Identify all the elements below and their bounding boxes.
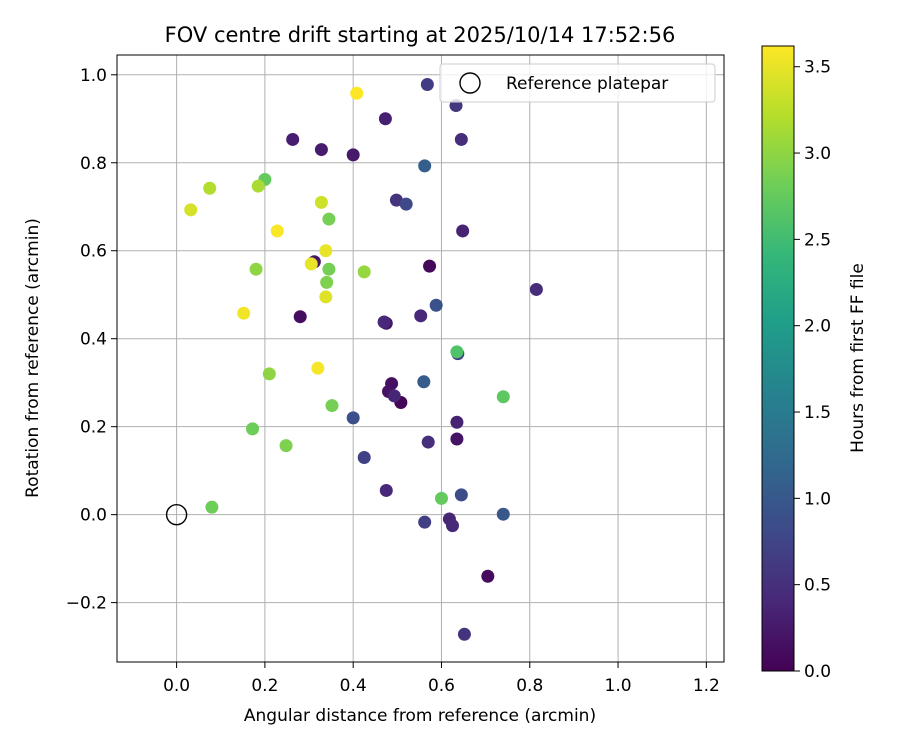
data-point [314,143,328,157]
data-point [379,483,393,497]
x-axis-label: Angular distance from reference (arcmin) [244,706,596,726]
data-point [322,262,336,276]
y-tick-label: 0.8 [80,154,107,174]
data-point [454,132,468,146]
data-point [357,265,371,279]
data-point [262,367,276,381]
data-point [389,193,403,207]
x-tick-label: 0.4 [340,676,367,696]
data-point [418,159,432,173]
y-tick-label: 1.0 [80,66,107,86]
data-point [421,435,435,449]
legend-marker-reference-icon [459,72,481,94]
colorbar-tick-label: 2.0 [804,317,831,337]
data-point [377,315,391,329]
data-point [246,422,260,436]
legend-box [439,63,716,103]
data-point [446,519,460,533]
data-point [319,244,333,258]
y-tick-label: 0.6 [80,242,107,262]
y-tick-label: −0.2 [66,594,107,614]
data-point [529,282,543,296]
data-point [322,212,336,226]
data-point [399,197,413,211]
data-point [205,500,219,514]
data-point [346,148,360,162]
colorbar: 0.0 0.5 1.0 1.5 2.0 2.5 3.0 3.5 Hours from firs… [761,45,868,682]
data-point [418,515,432,529]
y-axis-label: Rotation from reference (arcmin) [23,218,43,498]
data-point [346,411,360,425]
y-tick-label: 0.0 [80,506,107,526]
colorbar-ticks: 0.0 0.5 1.0 1.5 2.0 2.5 3.0 3.5 [794,58,831,682]
data-point [350,86,364,100]
data-point [184,203,198,217]
data-point [417,375,431,389]
data-point [251,179,265,193]
x-tick-label: 0.0 [163,676,190,696]
colorbar-tick-label: 3.5 [804,58,831,78]
reference-point-marker [165,503,188,526]
data-point [279,439,293,453]
x-axis-ticks: 0.0 0.2 0.4 0.6 0.8 1.0 1.2 [163,662,720,696]
data-point [434,491,448,505]
colorbar-tick-label: 0.0 [804,662,831,682]
data-point [457,627,471,641]
data-point [249,262,263,276]
colorbar-gradient [761,45,795,672]
legend-entry-reference-platepar: Reference platepar [506,74,668,94]
colorbar-tick-label: 2.5 [804,230,831,250]
data-point [325,399,339,413]
data-points [184,77,543,641]
data-point [387,389,401,403]
data-point [203,181,217,195]
data-point [450,415,464,429]
data-point [481,569,495,583]
data-point [237,306,251,320]
colorbar-tick-label: 1.5 [804,403,831,423]
colorbar-tick-label: 3.0 [804,144,831,164]
colorbar-tick-label: 1.0 [804,489,831,509]
data-point [496,507,510,521]
data-point [319,290,333,304]
data-point [314,195,328,209]
colorbar-label: Hours from first FF file [848,263,868,453]
data-point [450,345,464,359]
data-point [454,488,468,502]
data-point [420,77,434,91]
plot-frame [116,54,725,663]
data-point [293,310,307,324]
data-point [450,432,464,446]
data-point [286,132,300,146]
x-tick-label: 0.6 [428,676,455,696]
colorbar-tick-label: 0.5 [804,576,831,596]
data-point [456,224,470,238]
x-tick-label: 0.8 [516,676,543,696]
data-point [320,275,334,289]
y-axis-ticks: −0.2 0.0 0.2 0.4 0.6 0.8 1.0 [66,66,117,614]
y-tick-label: 0.4 [80,330,107,350]
x-tick-label: 1.2 [693,676,720,696]
data-point [429,298,443,312]
data-point [304,257,318,271]
data-point [423,259,437,273]
data-point [496,390,510,404]
data-point [311,361,325,375]
legend: Reference platepar [439,63,716,103]
x-tick-label: 0.2 [251,676,278,696]
data-point [414,309,428,323]
grid-lines [117,55,724,662]
data-point [270,224,284,238]
data-point [357,450,371,464]
y-tick-label: 0.2 [80,418,107,438]
data-point [378,112,392,126]
chart-title: FOV centre drift starting at 2025/10/14 … [165,23,676,47]
x-tick-label: 1.0 [605,676,632,696]
